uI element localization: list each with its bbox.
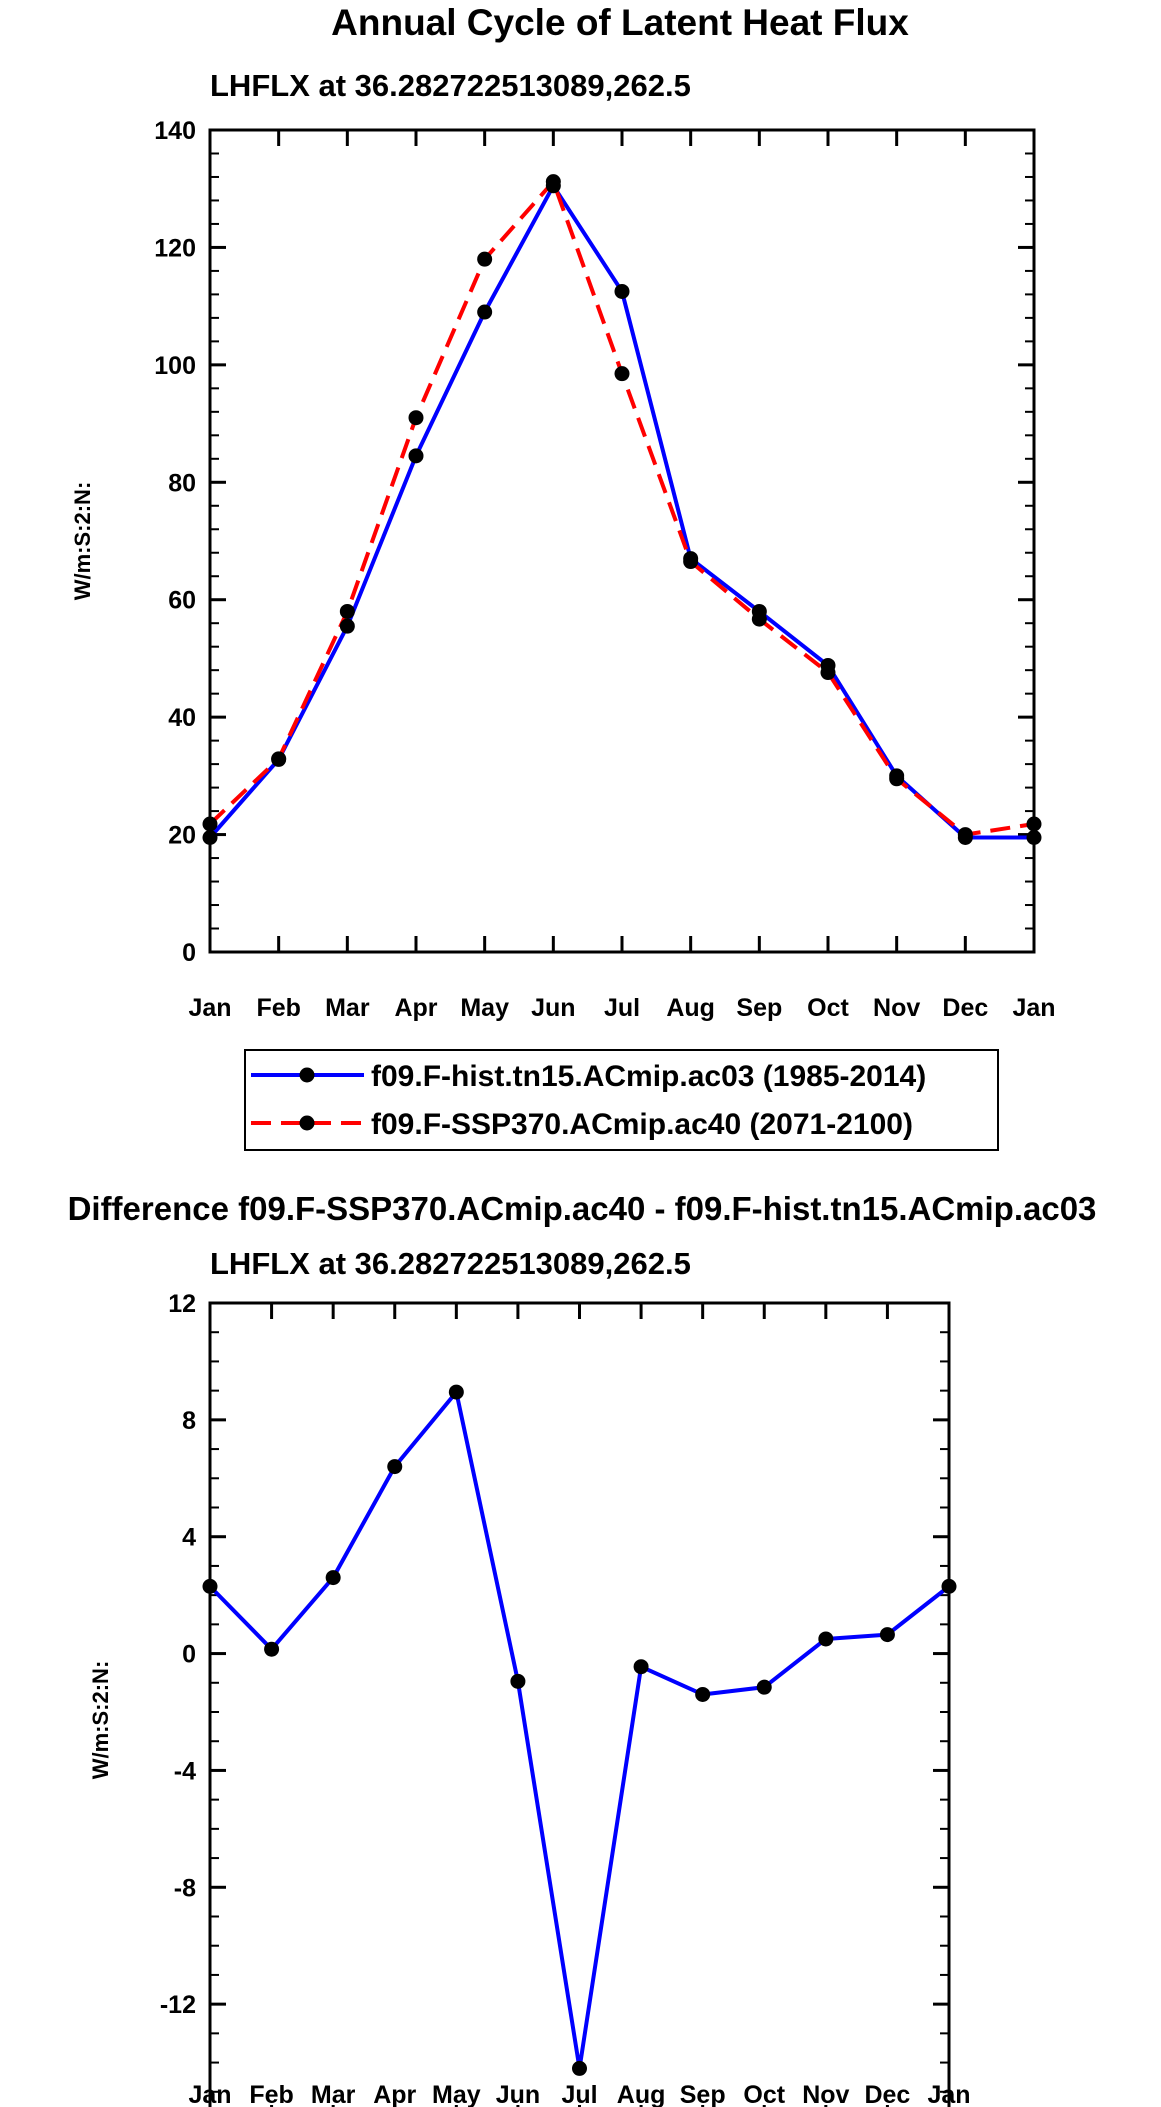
y-tick-label: -8 — [174, 1874, 196, 1902]
x-tick-label: Jul — [561, 2081, 597, 2107]
x-tick-label: Jan — [188, 2081, 231, 2107]
data-point — [889, 771, 905, 787]
data-point — [271, 751, 287, 767]
x-tick-label: Nov — [873, 994, 920, 1022]
data-point — [477, 251, 493, 267]
chart-subtitle: LHFLX at 36.282722513089,262.5 — [210, 68, 691, 103]
data-point — [202, 1578, 218, 1594]
data-point — [957, 827, 973, 843]
y-tick-label: 0 — [182, 939, 196, 967]
x-tick-label: Sep — [736, 994, 782, 1022]
x-tick-label: Oct — [743, 2081, 785, 2107]
data-point — [1026, 816, 1042, 832]
data-point — [264, 1641, 280, 1657]
y-tick-label: -4 — [174, 1757, 196, 1785]
legend: f09.F-hist.tn15.ACmip.ac03 (1985-2014) f… — [244, 1049, 999, 1151]
data-point — [695, 1686, 711, 1702]
x-tick-label: Dec — [864, 2081, 910, 2107]
x-tick-label: Dec — [942, 994, 988, 1022]
data-point — [202, 830, 218, 846]
chart-subtitle: LHFLX at 36.282722513089,262.5 — [210, 1246, 691, 1281]
x-tick-label: Jan — [1012, 994, 1055, 1022]
x-tick-label: Mar — [325, 994, 370, 1022]
data-point — [387, 1459, 403, 1475]
series-line — [208, 179, 1035, 837]
y-tick-label: 100 — [154, 352, 196, 380]
series-group — [202, 174, 1042, 846]
x-tick-label: May — [460, 994, 509, 1022]
x-tick-label: Nov — [802, 2081, 849, 2107]
chart-difference: Difference f09.F-SSP370.ACmip.ac40 - f09… — [68, 1190, 1097, 2107]
y-tick-label: 140 — [154, 117, 196, 145]
x-tick-label: Apr — [373, 2081, 416, 2107]
x-tick-label: Jul — [604, 994, 640, 1022]
x-tick-label: Mar — [311, 2081, 356, 2107]
series-line — [208, 183, 1034, 840]
data-point — [202, 816, 218, 832]
data-point — [477, 304, 493, 320]
plot-frame — [208, 1301, 951, 2107]
legend-marker-ssp — [299, 1115, 315, 1131]
y-tick-label: 20 — [168, 822, 196, 850]
chart-annual-cycle: Annual Cycle of Latent Heat Flux LHFLX a… — [70, 2, 1056, 1022]
y-tick-label: 80 — [168, 469, 196, 497]
x-ticks: Jan Feb Mar Apr May Jun Jul Aug Sep Oct Nov Dec Jan — [188, 1303, 971, 2107]
x-tick-label: Aug — [666, 994, 715, 1022]
data-point — [1026, 830, 1042, 846]
legend-label-ssp: f09.F-SSP370.ACmip.ac40 (2071-2100) — [371, 1108, 913, 1141]
data-point — [325, 1570, 341, 1586]
legend-label-hist: f09.F-hist.tn15.ACmip.ac03 (1985-2014) — [371, 1060, 926, 1093]
plot-frame — [208, 128, 1036, 954]
legend-marker-hist — [299, 1067, 315, 1083]
data-point — [408, 410, 424, 426]
y-axis-label: W/m:S:2:N: — [88, 1661, 113, 1780]
data-point — [820, 665, 836, 681]
data-point — [683, 554, 699, 570]
x-tick-label: Oct — [807, 994, 849, 1022]
series-line — [208, 1390, 951, 2071]
data-point — [751, 611, 767, 627]
y-tick-label: 40 — [168, 704, 196, 732]
legend-box — [244, 1049, 999, 1151]
x-tick-label: Jan — [927, 2081, 970, 2107]
x-tick-label: Jan — [188, 994, 231, 1022]
y-tick-label: 4 — [182, 1524, 196, 1552]
x-tick-label: Jun — [496, 2081, 540, 2107]
x-tick-label: Feb — [256, 994, 300, 1022]
x-tick-label: Jun — [531, 994, 575, 1022]
y-ticks: 0 20 40 60 80 100 120 140 — [154, 117, 1034, 967]
data-point — [339, 603, 355, 619]
y-tick-label: 120 — [154, 234, 196, 262]
x-tick-label: Feb — [249, 2081, 293, 2107]
data-point — [614, 283, 630, 299]
x-ticks: Jan Feb Mar Apr May Jun Jul Aug Sep Oct Nov Dec Jan — [188, 130, 1056, 1022]
data-point — [614, 366, 630, 382]
y-tick-label: 0 — [182, 1641, 196, 1669]
data-point — [339, 618, 355, 634]
data-point — [572, 2060, 587, 2076]
y-tick-label: 60 — [168, 587, 196, 615]
chart-title: Difference f09.F-SSP370.ACmip.ac40 - f09… — [68, 1190, 1097, 1227]
chart-title: Annual Cycle of Latent Heat Flux — [331, 2, 909, 43]
y-axis-label: W/m:S:2:N: — [70, 482, 95, 601]
y-tick-label: 8 — [182, 1407, 196, 1435]
x-tick-label: May — [432, 2081, 481, 2107]
y-tick-label: 12 — [168, 1290, 196, 1318]
data-point — [408, 448, 424, 464]
x-tick-label: Sep — [680, 2081, 726, 2107]
data-point — [879, 1627, 895, 1643]
data-point — [448, 1384, 464, 1400]
x-tick-label: Apr — [394, 994, 437, 1022]
data-point — [545, 174, 561, 190]
data-point — [633, 1659, 649, 1675]
series-group — [202, 1384, 957, 2076]
data-point — [941, 1578, 957, 1594]
data-point — [510, 1673, 526, 1689]
data-point — [756, 1679, 772, 1695]
y-tick-label: -12 — [160, 1991, 196, 2019]
data-point — [818, 1631, 834, 1647]
x-tick-label: Aug — [617, 2081, 666, 2107]
